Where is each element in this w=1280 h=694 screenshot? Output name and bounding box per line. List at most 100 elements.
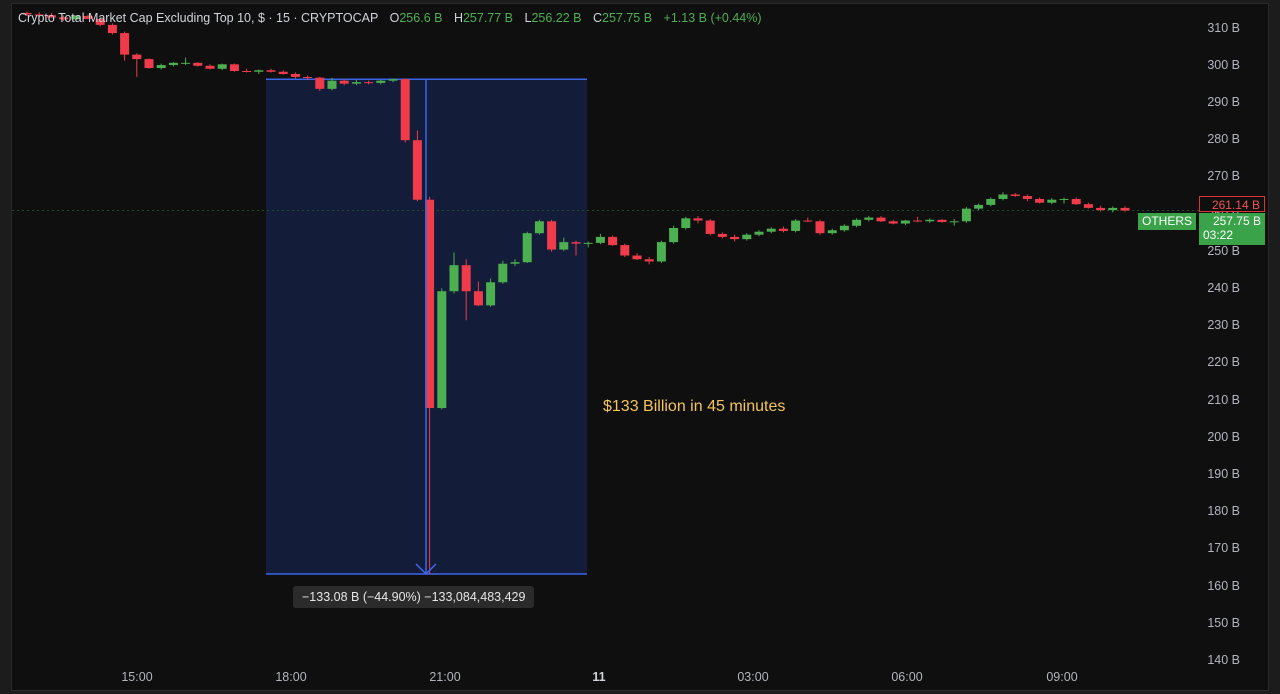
candle: [229, 63, 239, 72]
candle: [900, 219, 910, 226]
chart-annotation[interactable]: $133 Billion in 45 minutes: [603, 398, 786, 415]
candle-body: [547, 221, 557, 250]
candle-body: [608, 236, 618, 246]
candle: [1010, 193, 1020, 197]
candle-body: [717, 233, 727, 237]
candle: [156, 63, 166, 70]
close-label: C: [592, 11, 603, 25]
candle-body: [949, 221, 959, 223]
y-tick-label: 270 B: [1207, 169, 1240, 184]
candle-body: [681, 218, 691, 228]
candle-body: [120, 33, 130, 55]
candle: [266, 68, 276, 73]
candle: [888, 219, 898, 225]
candle-body: [437, 291, 447, 409]
candle: [534, 219, 544, 235]
x-tick-label: 11: [592, 670, 606, 684]
candle: [120, 31, 130, 61]
candle: [815, 219, 825, 235]
candle: [656, 240, 666, 263]
candle-body: [913, 220, 923, 222]
y-tick-label: 310 B: [1207, 20, 1240, 35]
candle: [998, 192, 1008, 201]
candle-body: [217, 64, 227, 69]
candle: [217, 63, 227, 71]
y-tick-label: 210 B: [1207, 392, 1240, 407]
candle-body: [1035, 198, 1045, 203]
candle: [608, 235, 618, 246]
candle-body: [730, 236, 740, 240]
candle: [71, 15, 81, 21]
candle: [730, 234, 740, 242]
last-price-tag: 257.75 B 03:22: [1199, 213, 1265, 245]
candle: [437, 288, 447, 410]
candle: [742, 233, 752, 241]
candle: [778, 226, 788, 233]
candle-body: [1071, 198, 1081, 205]
x-tick-label: 09:00: [1046, 670, 1078, 684]
candle-body: [656, 242, 666, 262]
candle-body: [205, 65, 215, 69]
candle: [278, 70, 288, 75]
candle-body: [534, 221, 544, 234]
candle-body: [791, 220, 801, 231]
candle-body: [778, 228, 788, 231]
candle-body: [1010, 194, 1020, 196]
candle: [498, 260, 508, 284]
candle-body: [522, 233, 532, 263]
candle: [547, 219, 557, 252]
candle-body: [632, 255, 642, 260]
chart-svg[interactable]: [12, 4, 1270, 692]
x-tick-label: 03:00: [737, 670, 769, 684]
candle: [242, 68, 252, 73]
candle: [303, 75, 313, 80]
y-tick-label: 230 B: [1207, 318, 1240, 333]
chart-area[interactable]: [11, 3, 1269, 691]
candle-body: [705, 220, 715, 234]
candle: [632, 253, 642, 260]
bar-countdown: 03:22: [1203, 228, 1234, 242]
candle-body: [1047, 199, 1057, 203]
candle-body: [242, 71, 252, 73]
y-tick-label: 140 B: [1207, 653, 1240, 667]
candle-body: [888, 221, 898, 224]
candle-body: [303, 76, 313, 78]
candle-body: [473, 291, 483, 306]
candle-body: [107, 24, 117, 34]
candle: [1096, 205, 1106, 212]
candle: [522, 231, 532, 263]
candle: [327, 77, 337, 91]
candle: [754, 230, 764, 237]
candle-body: [827, 230, 837, 234]
candle: [937, 219, 947, 223]
candle: [364, 80, 374, 85]
candle: [425, 196, 435, 574]
candle-body: [986, 198, 996, 205]
y-tick-label: 220 B: [1207, 355, 1240, 370]
candle: [717, 232, 727, 239]
candle: [107, 23, 117, 35]
high-value: 257.77 B: [462, 11, 514, 25]
candle-body: [937, 219, 947, 223]
candle: [339, 79, 349, 86]
candle-body: [864, 217, 874, 220]
candle: [1108, 206, 1118, 213]
candle: [1047, 198, 1057, 205]
candle: [22, 11, 32, 16]
candle: [974, 203, 984, 211]
candle-body: [327, 80, 337, 89]
candle: [1035, 197, 1045, 204]
y-tick-label: 280 B: [1207, 132, 1240, 147]
candle: [254, 69, 264, 74]
candle: [827, 228, 837, 235]
candle: [510, 259, 520, 266]
candle: [205, 64, 215, 70]
candle-body: [425, 199, 435, 409]
candle: [852, 218, 862, 228]
candle-body: [71, 15, 81, 20]
candle-body: [461, 265, 471, 292]
symbol-tag: OTHERS: [1138, 213, 1196, 230]
candle: [83, 14, 93, 19]
candle: [913, 216, 923, 223]
legend-title: Crypto Total Market Cap Excluding Top 10…: [18, 11, 379, 25]
